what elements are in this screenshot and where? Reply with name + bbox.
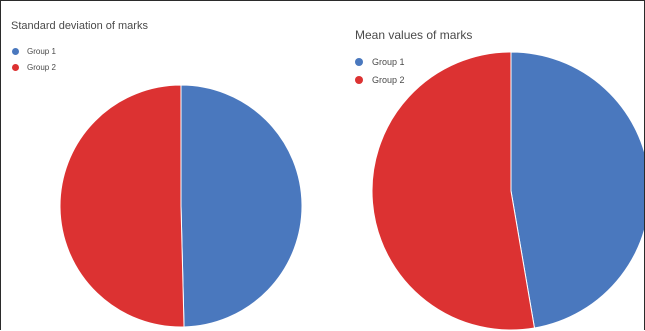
legend-swatch xyxy=(12,63,19,71)
legend: Group 1 Group 2 xyxy=(12,43,56,75)
legend-item-group-2: Group 2 xyxy=(12,59,56,75)
legend-label: Group 2 xyxy=(372,75,405,85)
chart-title: Standard deviation of marks xyxy=(11,20,148,32)
pie-chart xyxy=(59,84,303,328)
legend-item-group-1: Group 1 xyxy=(355,53,405,71)
legend-label: Group 2 xyxy=(27,62,56,72)
chart-std-dev: Standard deviation of marks Group 1 Grou… xyxy=(1,1,321,330)
legend-label: Group 1 xyxy=(27,46,56,56)
pie-slice-group-1 xyxy=(510,51,644,329)
legend-swatch xyxy=(355,76,363,84)
pie-chart xyxy=(371,51,644,330)
legend: Group 1 Group 2 xyxy=(355,53,405,89)
legend-swatch xyxy=(12,47,19,55)
legend-label: Group 1 xyxy=(372,57,405,67)
legend-item-group-1: Group 1 xyxy=(12,43,56,59)
pie-slice-group-2 xyxy=(371,51,536,330)
legend-item-group-2: Group 2 xyxy=(355,71,405,89)
pie-slice-group-2 xyxy=(59,84,185,328)
legend-swatch xyxy=(355,58,363,66)
chart-title: Mean values of marks xyxy=(355,28,473,42)
pie-slice-group-1 xyxy=(180,84,303,328)
chart-mean-values: Mean values of marks Group 1 Group 2 xyxy=(321,1,644,330)
